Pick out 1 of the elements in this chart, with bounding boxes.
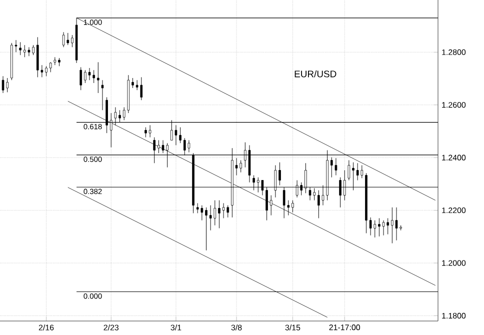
text: EUR/USD [294,70,336,78]
